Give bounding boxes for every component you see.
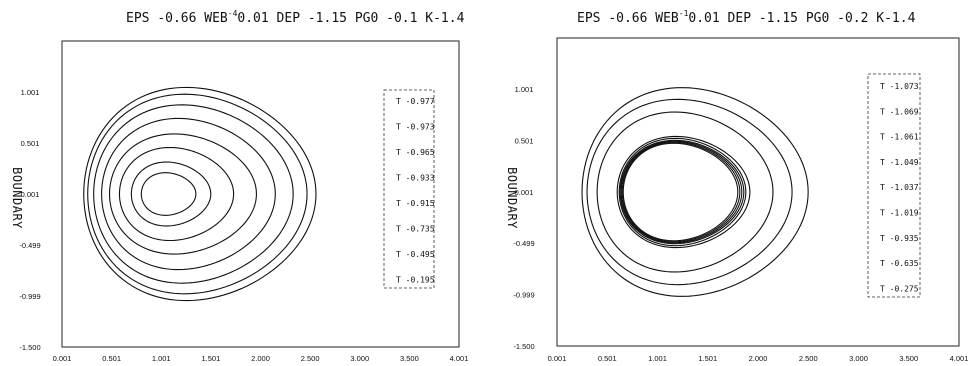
boundary-curve [140, 172, 197, 216]
x-tick-label: 2.500 [799, 354, 818, 363]
y-tick-label: -0.999 [513, 291, 534, 300]
legend-entry: T -1.069 [880, 107, 919, 116]
boundary-curve [622, 142, 739, 242]
legend-entry: T -0.915 [396, 199, 435, 208]
boundary-curve [101, 117, 276, 271]
y-tick-label: 0.001 [515, 188, 534, 197]
y-tick-label: 0.501 [21, 139, 40, 148]
y-tick-label: 1.001 [515, 85, 534, 94]
y-tick-label: 1.001 [21, 88, 40, 97]
panel-right-y-ticks: 1.001 0.501 0.001 -0.499 -0.999 -1.500 [513, 85, 534, 351]
boundary-curve [586, 98, 793, 286]
legend-entry: T -0.735 [396, 225, 435, 234]
y-tick-label: -1.500 [19, 343, 40, 352]
panel-left-y-ticks: 1.001 0.501 0.001 -0.499 -0.999 -1.500 [19, 88, 40, 352]
y-tick-label: 0.501 [515, 137, 534, 146]
y-tick-label: -0.999 [19, 292, 40, 301]
panel-right-legend-box [867, 73, 921, 298]
legend-entry: T -0.935 [880, 234, 919, 243]
legend-entry: T -0.635 [880, 259, 919, 268]
x-tick-label: 0.501 [102, 354, 121, 363]
x-tick-label: 1.001 [648, 354, 667, 363]
panel-left-plot-frame [61, 40, 460, 348]
panel-right-y-axis-label: BOUNDARY [505, 167, 519, 229]
boundary-curve [620, 140, 743, 244]
panel-left-title: EPS -0.66 WEB-40.01 DEP -1.15 PG0 -0.1 K… [126, 9, 465, 26]
x-tick-label: 2.500 [301, 354, 320, 363]
boundary-curve [130, 161, 212, 227]
legend-entry: T -0.933 [396, 174, 435, 183]
panel-left-legend: T -0.977 T -0.973 T -0.965 T -0.933 T -0.915… [396, 97, 435, 285]
x-tick-label: 0.501 [598, 354, 617, 363]
panel-right-legend: T -1.073 T -1.069 T -1.061 T -1.049 T -1.037… [880, 82, 919, 293]
legend-entry: T -0.977 [396, 97, 435, 106]
panel-right: EPS -0.66 WEB-10.01 DEP -1.15 PG0 -0.2 K… [505, 9, 968, 363]
boundary-curve [618, 137, 747, 247]
panel-right-title: EPS -0.66 WEB-10.01 DEP -1.15 PG0 -0.2 K… [577, 9, 916, 26]
boundary-curve [596, 111, 774, 273]
panel-right-curves [581, 87, 809, 297]
x-tick-label: 2.000 [251, 354, 270, 363]
legend-entry: T -1.049 [880, 158, 919, 167]
x-tick-label: 1.001 [152, 354, 171, 363]
panel-left: EPS -0.66 WEB-40.01 DEP -1.15 PG0 -0.1 K… [10, 9, 468, 363]
panel-left-curves [83, 86, 317, 302]
boundary-curve [87, 93, 308, 295]
boundary-curve [619, 139, 745, 245]
legend-entry: T -0.495 [396, 250, 435, 259]
boundary-curve [621, 141, 741, 243]
boundary-curve [108, 133, 257, 255]
legend-entry: T -1.073 [880, 82, 919, 91]
boundary-curve [616, 135, 751, 249]
legend-entry: T -0.195 [396, 276, 435, 285]
x-tick-label: 3.500 [899, 354, 918, 363]
x-tick-label: 3.500 [400, 354, 419, 363]
x-tick-label: 0.001 [53, 354, 72, 363]
x-tick-label: 3.000 [849, 354, 868, 363]
x-tick-label: 2.000 [749, 354, 768, 363]
y-tick-label: -0.499 [19, 241, 40, 250]
boundary-curve [118, 146, 235, 242]
legend-entry: T -1.061 [880, 133, 919, 142]
x-tick-label: 3.000 [350, 354, 369, 363]
x-tick-label: 4.001 [950, 354, 969, 363]
x-tick-label: 0.001 [548, 354, 567, 363]
legend-entry: T -1.019 [880, 209, 919, 218]
boundary-curve [581, 87, 809, 297]
x-tick-label: 4.001 [450, 354, 469, 363]
boundary-curve [93, 104, 294, 284]
panel-left-x-ticks: 0.001 0.501 1.001 1.501 2.000 2.500 3.000 3.500… [53, 354, 469, 363]
boundary-curve [83, 86, 317, 302]
x-tick-label: 1.501 [201, 354, 220, 363]
panel-right-x-ticks: 0.001 0.501 1.001 1.501 2.000 2.500 3.000 3.500… [548, 354, 969, 363]
legend-entry: T -0.275 [880, 284, 919, 293]
panel-right-plot-frame [556, 37, 960, 347]
y-tick-label: -0.499 [513, 239, 534, 248]
legend-entry: T -1.037 [880, 183, 919, 192]
legend-entry: T -0.965 [396, 148, 435, 157]
panel-left-legend-box [383, 89, 435, 289]
panel-left-y-axis-label: BOUNDARY [10, 167, 24, 229]
legend-entry: T -0.973 [396, 123, 435, 132]
x-tick-label: 1.501 [698, 354, 717, 363]
y-tick-label: -1.500 [513, 342, 534, 351]
y-tick-label: 0.001 [21, 190, 40, 199]
